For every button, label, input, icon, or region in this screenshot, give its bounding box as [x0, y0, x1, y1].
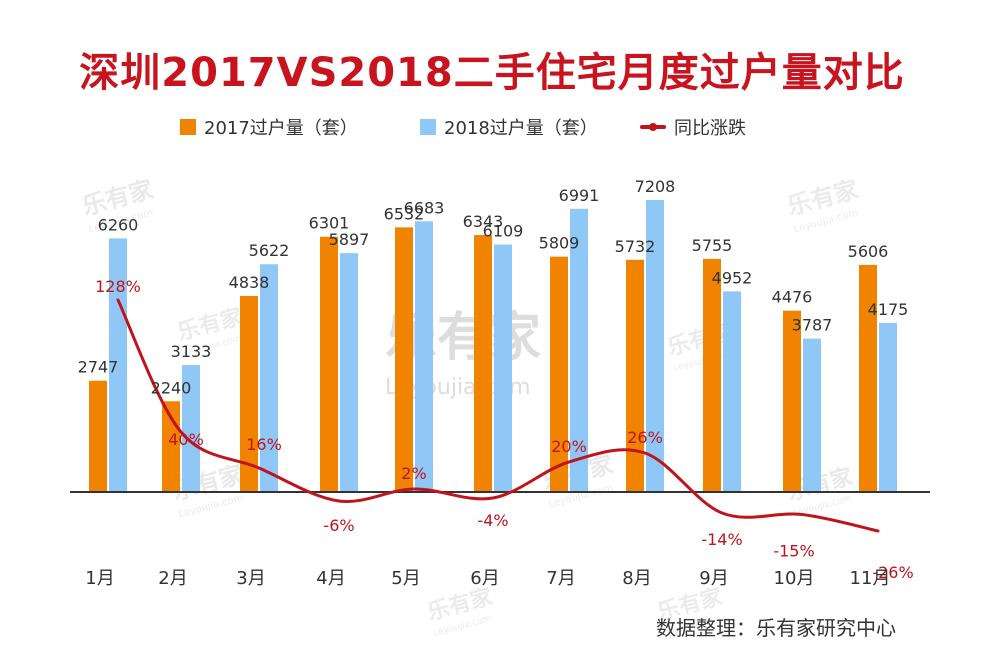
bar-2018 [182, 365, 200, 492]
legend-line-yoy [640, 123, 666, 131]
source-note: 数据整理：乐有家研究中心 [656, 616, 896, 640]
bar-2017 [89, 380, 107, 492]
yoy-label: 2% [401, 464, 426, 483]
bar-2017 [550, 256, 568, 492]
bar-2018 [494, 244, 512, 492]
data-label-2017: 2747 [78, 358, 119, 377]
legend-label-2017: 2017过户量（套） [204, 118, 358, 139]
yoy-label: 26% [627, 428, 663, 447]
yoy-line [116, 298, 880, 533]
bar-2017 [240, 296, 258, 492]
legend-label-2018: 2018过户量（套） [444, 118, 598, 139]
x-tick-label: 9月 [699, 568, 728, 589]
data-label-2018: 6991 [559, 186, 600, 205]
bar-2018 [803, 338, 821, 492]
x-tick-label: 1月 [85, 568, 114, 589]
data-label-2017: 4476 [772, 288, 813, 307]
bar-2018 [723, 291, 741, 492]
data-label-2018: 4952 [712, 268, 753, 287]
data-label-2017: 5755 [692, 236, 733, 255]
bar-2017 [626, 259, 644, 492]
bar-2017 [395, 227, 413, 492]
legend-item-yoy: 同比涨跌 [640, 112, 746, 142]
bar-2018 [570, 208, 588, 493]
yoy-label: -14% [701, 530, 742, 549]
legend-item-2018: 2018过户量（套） [420, 112, 598, 142]
bar-2017 [703, 258, 721, 492]
yoy-label: 16% [246, 435, 282, 454]
data-label-2018: 6109 [483, 222, 524, 241]
yoy-label: -26% [872, 563, 913, 582]
bar-2018 [879, 322, 897, 492]
data-label-2017: 4838 [229, 273, 270, 292]
data-label-2018: 6683 [404, 198, 445, 217]
x-tick-label: 10月 [774, 568, 815, 589]
yoy-label: 20% [551, 437, 587, 456]
legend-item-2017: 2017过户量（套） [180, 112, 358, 142]
yoy-label: -15% [773, 542, 814, 561]
data-label-2018: 5622 [249, 241, 290, 260]
bar-2017 [783, 310, 801, 492]
yoy-label: 40% [168, 430, 204, 449]
bar-2018 [340, 253, 358, 492]
data-label-2017: 5606 [848, 242, 889, 261]
data-label-2017: 2240 [151, 378, 192, 397]
data-label-2017: 6301 [309, 214, 350, 233]
x-tick-label: 11月 [850, 568, 891, 589]
x-tick-label: 5月 [391, 568, 420, 589]
bar-2018 [646, 200, 664, 492]
data-label-2017: 6532 [384, 204, 425, 223]
data-label-2018: 6260 [98, 215, 139, 234]
x-tick-label: 8月 [622, 568, 651, 589]
chart-title: 深圳2017VS2018二手住宅月度过户量对比 [79, 50, 905, 96]
bar-2018 [109, 238, 127, 492]
yoy-label: 128% [95, 277, 141, 296]
bar-2017 [859, 264, 877, 492]
data-label-2018: 3787 [792, 316, 833, 335]
legend-label-yoy: 同比涨跌 [674, 118, 746, 139]
legend-swatch-2017 [180, 119, 196, 135]
data-label-2017: 6343 [463, 212, 504, 231]
data-label-2018: 7208 [635, 177, 676, 196]
x-tick-label: 4月 [316, 568, 345, 589]
bar-2017 [320, 236, 338, 492]
yoy-label: -4% [477, 511, 508, 530]
data-label-2018: 5897 [329, 230, 370, 249]
x-tick-label: 2月 [158, 568, 187, 589]
bar-2017 [474, 235, 492, 492]
data-label-2017: 5809 [539, 234, 580, 253]
x-tick-label: 3月 [236, 568, 265, 589]
yoy-label: -6% [323, 516, 354, 535]
data-label-2018: 4175 [868, 300, 909, 319]
data-label-2018: 3133 [171, 342, 212, 361]
bar-2018 [260, 264, 278, 492]
bar-2018 [415, 221, 433, 492]
data-label-2017: 5732 [615, 237, 656, 256]
x-tick-label: 7月 [546, 568, 575, 589]
legend: 2017过户量（套） 2018过户量（套） 同比涨跌 [0, 112, 984, 142]
x-tick-label: 6月 [470, 568, 499, 589]
legend-swatch-2018 [420, 119, 436, 135]
